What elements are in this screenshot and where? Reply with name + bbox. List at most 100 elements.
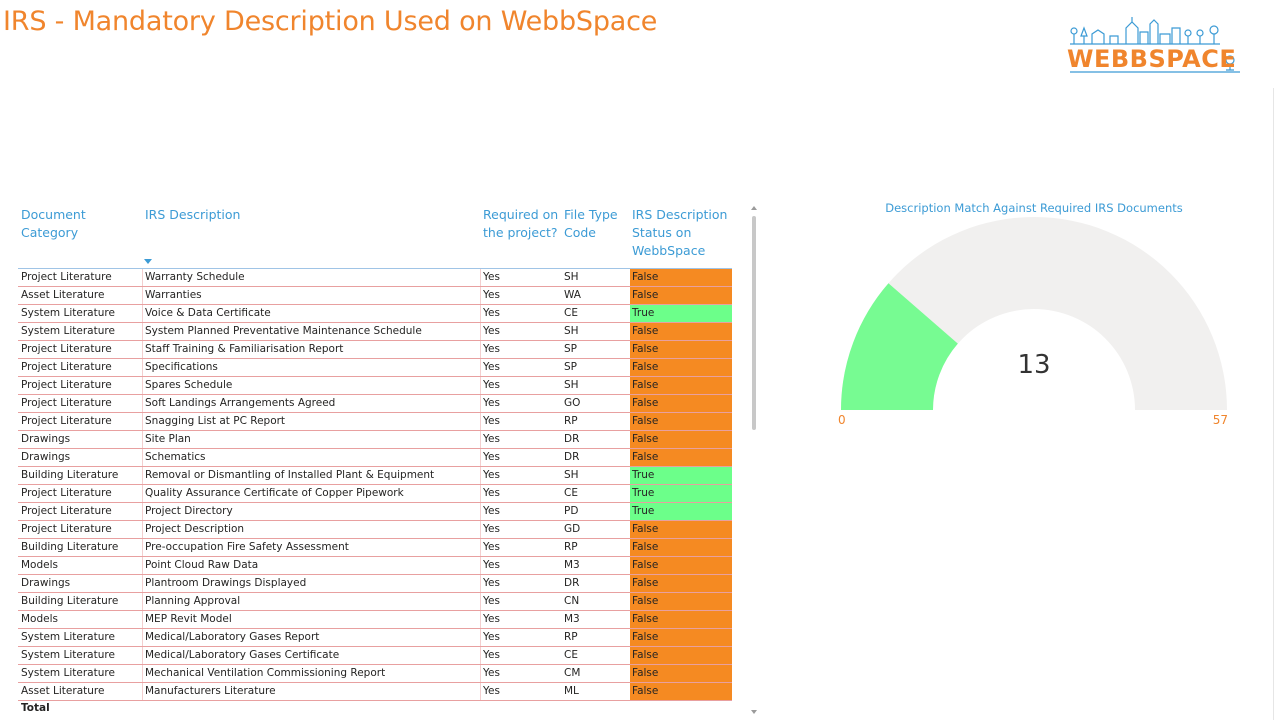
column-separator: [480, 647, 481, 664]
column-separator: [142, 485, 143, 502]
cell-required: Yes: [483, 433, 500, 445]
table-row[interactable]: Project Literature Soft Landings Arrangem…: [18, 395, 732, 413]
table-row[interactable]: System Literature Medical/Laboratory Gase…: [18, 629, 732, 647]
cell-document-category: Building Literature: [21, 541, 119, 553]
cell-document-category: Project Literature: [21, 487, 112, 499]
logo-text: WEBBSPACE: [1067, 45, 1237, 73]
cell-document-category: Project Literature: [21, 361, 112, 373]
cell-file-type-code: RP: [564, 631, 578, 643]
cell-file-type-code: GD: [564, 523, 581, 535]
cell-document-category: System Literature: [21, 325, 115, 337]
column-header-status[interactable]: IRS Description Status on WebbSpace: [632, 207, 728, 258]
table-row[interactable]: Project Literature Quality Assurance Cert…: [18, 485, 732, 503]
sort-descending-icon[interactable]: [144, 259, 152, 264]
cell-file-type-code: CM: [564, 667, 581, 679]
cell-required: Yes: [483, 289, 500, 301]
cell-irs-description: Soft Landings Arrangements Agreed: [145, 397, 336, 409]
city-skyline-icon: [1070, 17, 1240, 73]
table-row[interactable]: Models Point Cloud Raw Data Yes M3 False: [18, 557, 732, 575]
page-edge-divider: [1273, 88, 1274, 720]
cell-irs-description: Warranty Schedule: [145, 271, 245, 283]
scroll-up-arrow-icon[interactable]: [751, 206, 757, 210]
cell-file-type-code: GO: [564, 397, 581, 409]
table-row[interactable]: Building Literature Pre-occupation Fire S…: [18, 539, 732, 557]
column-separator: [142, 449, 143, 466]
scroll-down-arrow-icon[interactable]: [751, 710, 757, 714]
table-row[interactable]: Project Literature Spares Schedule Yes SH Fa…: [18, 377, 732, 395]
table-header: Document Category IRS Description Requir…: [18, 200, 732, 269]
cell-file-type-code: RP: [564, 541, 578, 553]
table-row[interactable]: Project Literature Warranty Schedule Yes SH…: [18, 269, 732, 287]
cell-status: False: [630, 269, 732, 286]
cell-irs-description: Medical/Laboratory Gases Certificate: [145, 649, 340, 661]
cell-document-category: Models: [21, 559, 58, 571]
table-row[interactable]: System Literature Voice & Data Certificat…: [18, 305, 732, 323]
column-separator: [480, 521, 481, 538]
table-row[interactable]: System Literature Medical/Laboratory Gase…: [18, 647, 732, 665]
cell-document-category: Drawings: [21, 577, 71, 589]
cell-irs-description: Pre-occupation Fire Safety Assessment: [145, 541, 349, 553]
cell-irs-description: Point Cloud Raw Data: [145, 559, 259, 571]
table-row[interactable]: Building Literature Planning Approval Yes C…: [18, 593, 732, 611]
webbspace-logo: WEBBSPACE: [1062, 14, 1246, 80]
column-separator: [142, 467, 143, 484]
cell-status: False: [630, 557, 732, 574]
column-header-document-category[interactable]: Document Category: [21, 207, 86, 240]
table-row[interactable]: Project Literature Snagging List at PC Re…: [18, 413, 732, 431]
cell-status: False: [630, 539, 732, 556]
column-header-file-type-code[interactable]: File Type Code: [564, 207, 618, 240]
cell-required: Yes: [483, 685, 500, 697]
cell-irs-description: Schematics: [145, 451, 206, 463]
column-separator: [142, 521, 143, 538]
column-header-required[interactable]: Required on the project?: [483, 207, 559, 240]
cell-file-type-code: WA: [564, 289, 581, 301]
column-header-irs-description[interactable]: IRS Description: [145, 207, 241, 222]
table-row[interactable]: System Literature System Planned Preventa…: [18, 323, 732, 341]
scrollbar-thumb[interactable]: [752, 216, 756, 430]
table-row[interactable]: System Literature Mechanical Ventilation …: [18, 665, 732, 683]
cell-status: False: [630, 521, 732, 538]
cell-irs-description: Staff Training & Familiarisation Report: [145, 343, 344, 355]
table-row[interactable]: Drawings Plantroom Drawings Displayed Yes D…: [18, 575, 732, 593]
table-row[interactable]: Project Literature Staff Training & Famil…: [18, 341, 732, 359]
column-separator: [480, 341, 481, 358]
cell-document-category: Project Literature: [21, 505, 112, 517]
column-separator: [480, 665, 481, 682]
column-separator: [480, 611, 481, 628]
cell-file-type-code: SP: [564, 361, 577, 373]
cell-required: Yes: [483, 361, 500, 373]
column-separator: [142, 359, 143, 376]
table-row[interactable]: Asset Literature Warranties Yes WA False: [18, 287, 732, 305]
table-scrollbar[interactable]: [751, 206, 757, 714]
cell-file-type-code: SP: [564, 343, 577, 355]
cell-document-category: Building Literature: [21, 595, 119, 607]
cell-file-type-code: DR: [564, 433, 580, 445]
cell-file-type-code: SH: [564, 469, 579, 481]
table-row[interactable]: Project Literature Project Directory Yes PD…: [18, 503, 732, 521]
cell-irs-description: Manufacturers Literature: [145, 685, 276, 697]
table-row[interactable]: Drawings Schematics Yes DR False: [18, 449, 732, 467]
cell-required: Yes: [483, 379, 500, 391]
table-row[interactable]: Asset Literature Manufacturers Literature…: [18, 683, 732, 701]
table-row[interactable]: Project Literature Project Description Yes…: [18, 521, 732, 539]
cell-status: False: [630, 431, 732, 448]
column-separator: [142, 395, 143, 412]
column-separator: [480, 485, 481, 502]
table-row[interactable]: Project Literature Specifications Yes SP Fal…: [18, 359, 732, 377]
column-separator: [142, 593, 143, 610]
cell-irs-description: MEP Revit Model: [145, 613, 232, 625]
cell-required: Yes: [483, 271, 500, 283]
cell-file-type-code: RP: [564, 415, 578, 427]
column-separator: [480, 575, 481, 592]
table-row[interactable]: Drawings Site Plan Yes DR False: [18, 431, 732, 449]
column-separator: [480, 269, 481, 286]
cell-required: Yes: [483, 469, 500, 481]
cell-document-category: Drawings: [21, 451, 71, 463]
table-row[interactable]: Models MEP Revit Model Yes M3 False: [18, 611, 732, 629]
cell-irs-description: System Planned Preventative Maintenance …: [145, 325, 422, 337]
table-row[interactable]: Building Literature Removal or Dismantlin…: [18, 467, 732, 485]
cell-document-category: System Literature: [21, 307, 115, 319]
cell-document-category: Models: [21, 613, 58, 625]
gauge-min-label: 0: [838, 413, 846, 427]
cell-document-category: Project Literature: [21, 397, 112, 409]
